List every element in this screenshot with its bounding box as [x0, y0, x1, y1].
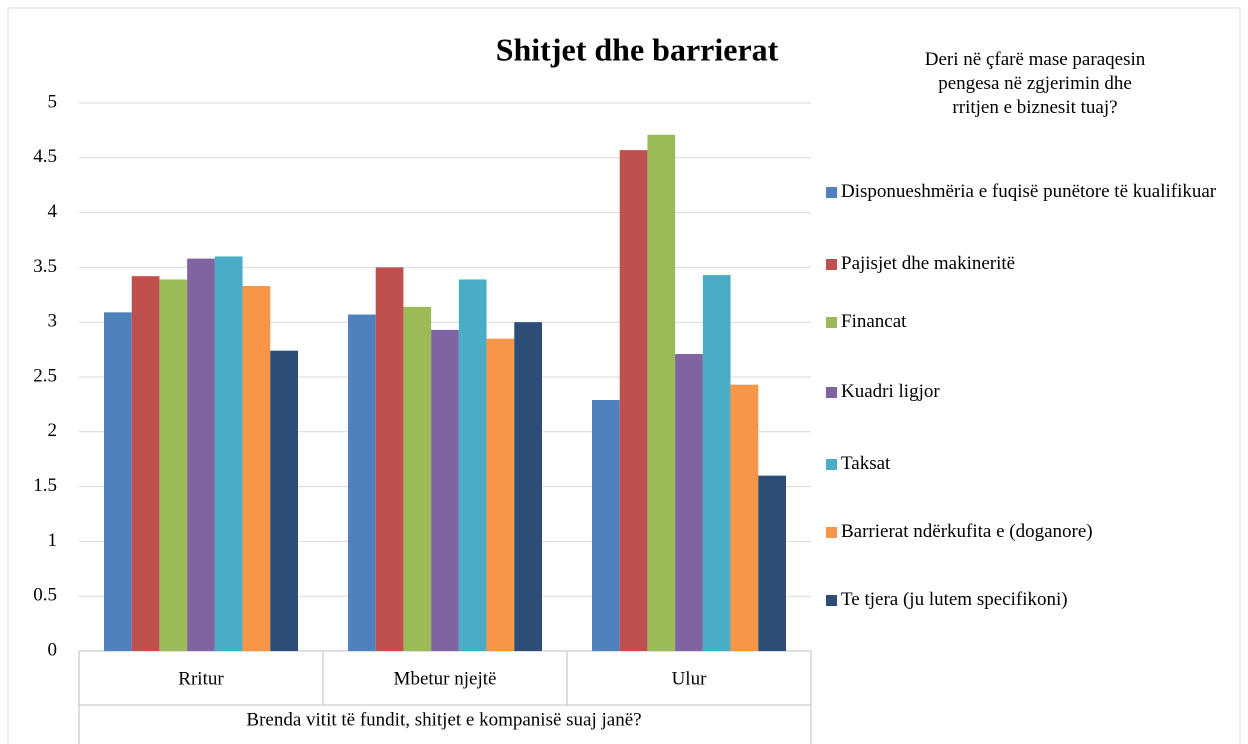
- bar: [619, 150, 648, 652]
- bar: [431, 329, 459, 651]
- legend-item: Taksat: [826, 452, 1236, 476]
- legend-item: Financat: [826, 310, 1236, 334]
- bar: [403, 306, 432, 651]
- bar: [702, 275, 731, 651]
- y-tick-label: 2.5: [33, 365, 57, 386]
- legend-swatch: [826, 317, 837, 328]
- x-tick-label: Rritur: [178, 668, 224, 689]
- bar: [730, 384, 759, 651]
- legend-swatch: [826, 459, 837, 470]
- legend-item: Disponueshmëria e fuqisë punëtore të kua…: [826, 180, 1236, 204]
- bar: [375, 267, 404, 651]
- y-tick-label: 3.5: [33, 256, 57, 277]
- chart-title: Shitjet dhe barrierat: [496, 31, 779, 67]
- legend-swatch: [826, 259, 837, 270]
- legend-label: Taksat: [841, 453, 891, 474]
- legend-item: Pajisjet dhe makineritë: [826, 252, 1236, 276]
- y-tick-label: 1.5: [33, 475, 57, 496]
- y-tick-label: 5: [48, 91, 58, 112]
- bar: [592, 400, 620, 651]
- y-tick-label: 4.5: [33, 146, 57, 167]
- bar: [270, 350, 298, 651]
- bar: [242, 286, 271, 651]
- y-tick-label: 0.5: [33, 585, 57, 606]
- legend-label: Te tjera (ju lutem specifikoni): [841, 589, 1068, 610]
- y-tick-label: 2: [48, 420, 58, 441]
- y-tick-label: 4: [48, 201, 58, 222]
- legend-swatch: [826, 387, 837, 398]
- bar: [348, 314, 376, 651]
- bar: [458, 279, 487, 651]
- legend-item: Barrierat ndërkufita e (doganore): [826, 520, 1236, 544]
- x-axis-title: Brenda vitit të fundit, shitjet e kompan…: [246, 709, 641, 730]
- bar: [758, 475, 786, 651]
- x-tick-label: Ulur: [672, 668, 708, 689]
- bar: [675, 353, 703, 651]
- y-tick-label: 1: [48, 530, 58, 551]
- frame: [7, 7, 1241, 744]
- bar: [214, 256, 243, 651]
- legend-label: Barrierat ndërkufita e (doganore): [841, 521, 1093, 542]
- legend-item: Kuadri ligjor: [826, 380, 1236, 404]
- x-tick-label: Mbetur njejtë: [394, 668, 497, 689]
- bar: [486, 338, 515, 651]
- legend-title: Deri në çfarë mase paraqesin pengesa në …: [924, 49, 1146, 118]
- legend-swatch: [826, 595, 837, 606]
- bar: [159, 279, 188, 651]
- legend-label: Pajisjet dhe makineritë: [841, 253, 1016, 274]
- legend-label: Disponueshmëria e fuqisë punëtore të kua…: [841, 181, 1217, 202]
- legend-item: Te tjera (ju lutem specifikoni): [826, 588, 1236, 612]
- bar: [647, 134, 676, 651]
- bar: [514, 322, 542, 651]
- bar: [187, 258, 215, 651]
- bar: [131, 276, 160, 651]
- legend-swatch: [826, 187, 837, 198]
- legend-label: Kuadri ligjor: [841, 381, 940, 402]
- legend-swatch: [826, 527, 837, 538]
- bar: [104, 312, 132, 651]
- y-tick-label: 3: [48, 311, 58, 332]
- y-tick-label: 0: [48, 639, 58, 660]
- legend-label: Financat: [841, 311, 907, 332]
